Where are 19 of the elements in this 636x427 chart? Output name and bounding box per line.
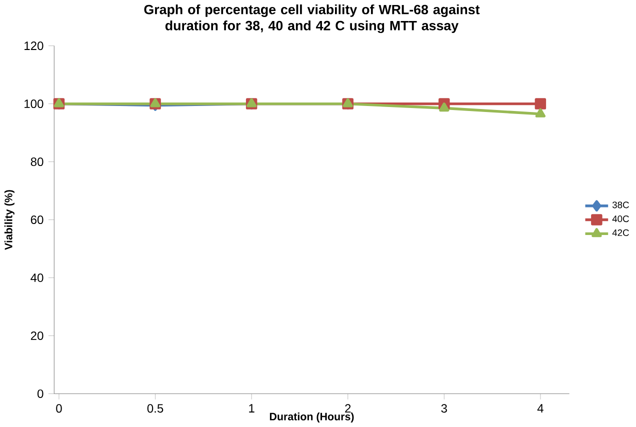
y-tick-label: 20 [30, 331, 44, 340]
y-tick-label: 100 [24, 100, 44, 108]
x-tick-label: 2 [345, 404, 351, 413]
legend-label: 42C [612, 229, 629, 236]
x-tick-label: 3 [441, 404, 447, 413]
x-tick-label: 1 [249, 404, 254, 412]
x-tick-label: 4 [537, 404, 544, 412]
y-tick-label: 40 [30, 274, 44, 282]
chart-title: Graph of percentage cell viability of WRL-68 against duration for 38, 40 and 42 C using MTT assay [144, 4, 480, 34]
x-axis-title: Duration (Hours) [270, 412, 354, 423]
y-tick-label: 80 [30, 158, 44, 166]
y-tick-label: 120 [24, 42, 44, 50]
x-tick-label: 0 [56, 404, 62, 413]
y-tick-label: 60 [30, 216, 44, 224]
y-tick-label: 0 [37, 389, 44, 398]
y-axis-title: Viability (%) [4, 190, 14, 250]
legend-label: 38C [612, 202, 629, 208]
legend-label: 40C [612, 216, 629, 222]
x-tick-label: 0.5 [147, 404, 164, 413]
